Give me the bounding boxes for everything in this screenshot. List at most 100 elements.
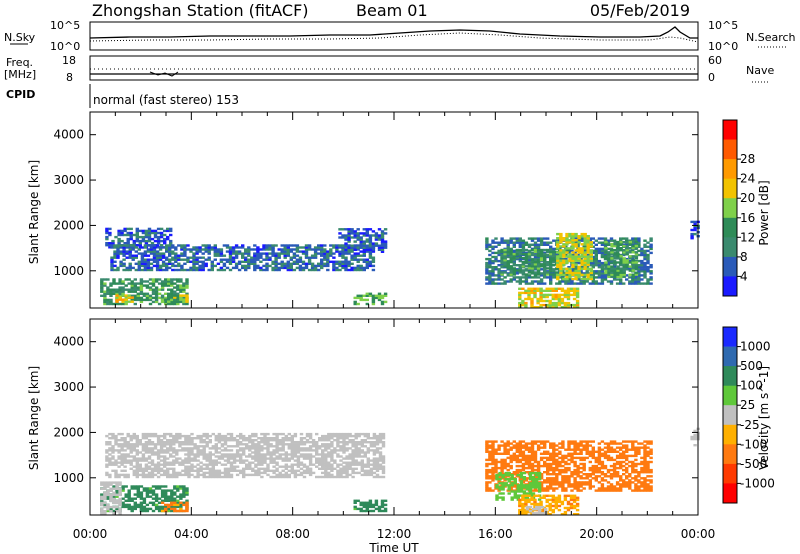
power-cell	[253, 258, 257, 261]
power-cell	[161, 262, 166, 265]
power-cell	[607, 273, 611, 276]
power-cell	[649, 266, 653, 269]
power-cell	[556, 257, 560, 260]
velocity-cell	[552, 473, 556, 476]
velocity-cell	[336, 465, 340, 468]
power-cell	[604, 242, 608, 246]
power-cell	[247, 252, 251, 255]
velocity-cell	[518, 440, 522, 443]
power-cell	[549, 254, 553, 258]
velocity-cell	[190, 463, 194, 466]
power-cell	[118, 288, 122, 291]
velocity-cell	[135, 467, 139, 470]
velocity-cell	[170, 493, 174, 496]
velocity-cell	[141, 473, 146, 477]
velocity-cell	[354, 459, 358, 462]
velocity-cell	[549, 452, 553, 455]
velocity-cell	[205, 437, 209, 440]
power-cell	[500, 265, 504, 268]
power-cell	[326, 252, 330, 255]
velocity-cell	[305, 471, 310, 475]
velocity-cell	[106, 497, 110, 500]
power-cell	[143, 268, 148, 272]
power-cell	[594, 255, 598, 259]
power-cell	[518, 306, 522, 309]
velocity-cell	[151, 503, 156, 507]
power-cell	[274, 258, 278, 261]
velocity-cell	[381, 437, 386, 440]
power-cell	[549, 278, 553, 281]
power-cell	[625, 261, 629, 264]
power-cell	[571, 271, 575, 275]
power-cell	[148, 302, 153, 306]
velocity-cell	[123, 443, 127, 446]
velocity-cell	[536, 460, 541, 464]
power-cell	[573, 282, 577, 285]
power-colorbar-bin	[723, 256, 737, 277]
power-cell	[179, 294, 183, 297]
power-cell	[198, 248, 202, 251]
power-cell	[126, 237, 130, 241]
power-cell	[115, 282, 119, 285]
velocity-cell	[172, 451, 176, 454]
velocity-cell	[135, 459, 139, 462]
power-cell	[323, 250, 327, 253]
power-cell	[147, 233, 152, 237]
power-cell	[521, 299, 525, 303]
power-cell	[289, 248, 293, 251]
velocity-cell	[296, 449, 301, 452]
power-cell	[506, 250, 510, 254]
velocity-cell	[115, 481, 119, 484]
velocity-cell	[115, 493, 119, 497]
power-cell	[488, 257, 492, 261]
power-cell	[622, 271, 626, 274]
velocity-cell	[372, 445, 377, 448]
power-cell	[619, 242, 623, 246]
velocity-cell	[164, 489, 168, 492]
velocity-cell	[176, 509, 180, 513]
power-cell	[580, 263, 584, 266]
velocity-cell	[494, 464, 498, 468]
velocity-cell	[555, 458, 559, 462]
power-cell	[640, 259, 644, 263]
power-cell	[561, 270, 565, 273]
power-cell	[649, 251, 653, 255]
power-cell	[597, 249, 602, 253]
power-cell	[515, 248, 519, 252]
power-cell	[145, 294, 150, 297]
velocity-cell	[305, 465, 310, 468]
velocity-cell	[372, 475, 377, 479]
power-cell	[143, 258, 148, 261]
power-colorbar-tick-label: 28	[740, 152, 755, 166]
velocity-cell	[232, 453, 237, 456]
power-cell	[613, 275, 617, 278]
power-cell	[180, 266, 184, 270]
power-cell	[155, 254, 160, 257]
power-cell	[192, 248, 196, 251]
velocity-cell	[193, 443, 197, 446]
power-cell	[549, 252, 553, 256]
power-cell	[145, 296, 150, 300]
power-cell	[583, 239, 587, 242]
power-cell	[124, 278, 128, 281]
power-cell	[289, 266, 293, 270]
velocity-cell	[144, 432, 149, 436]
power-cell	[539, 263, 544, 266]
velocity-cell	[497, 460, 501, 464]
power-cell	[628, 261, 632, 264]
velocity-cell	[315, 457, 319, 460]
power-cell	[123, 227, 127, 231]
power-cell	[383, 246, 388, 249]
power-cell	[646, 255, 650, 259]
velocity-cell	[380, 505, 385, 509]
velocity-cell	[381, 469, 386, 472]
power-cell	[225, 244, 230, 247]
power-cell	[491, 266, 495, 269]
power-cell	[374, 232, 379, 235]
power-cell	[134, 254, 138, 257]
velocity-cell	[321, 461, 325, 464]
power-cell	[165, 244, 169, 247]
power-cell	[606, 247, 611, 251]
velocity-cell	[175, 449, 179, 452]
velocity-cell	[527, 462, 532, 466]
